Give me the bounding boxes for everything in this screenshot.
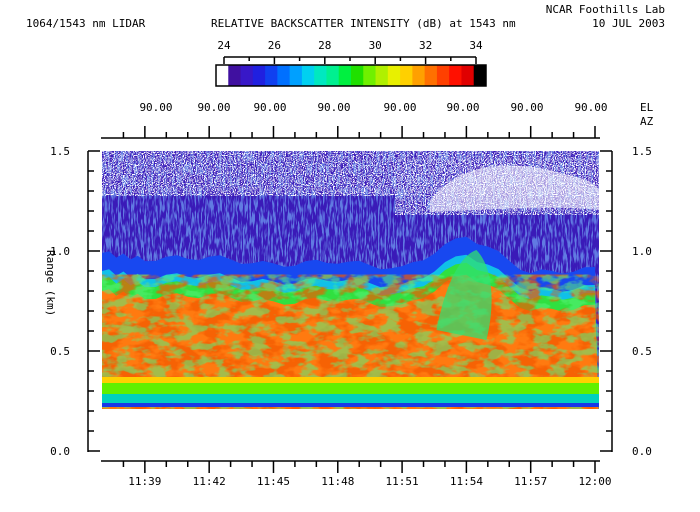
colorbar-frame <box>215 64 487 87</box>
colorbar-swatch <box>473 65 487 86</box>
colorbar-swatch <box>400 65 413 86</box>
x-tick-label: 12:00 <box>578 475 611 488</box>
instrument-label: 1064/1543 nm LIDAR <box>26 17 146 30</box>
no-data <box>102 409 599 411</box>
x-tick-label: 11:57 <box>514 475 547 488</box>
angle-label: 90.00 <box>446 101 479 114</box>
x-tick-label: 11:54 <box>450 475 483 488</box>
colorbar-tick-label: 32 <box>419 39 432 52</box>
cyan-band <box>102 394 599 403</box>
surface-band <box>102 403 599 407</box>
colorbar-swatch <box>314 65 327 86</box>
colorbar-swatch <box>289 65 303 86</box>
x-tick-label: 11:51 <box>386 475 419 488</box>
y-label-text: Range (km) <box>44 250 57 316</box>
y-tick-label-right: 1.0 <box>632 245 652 258</box>
y-tick-label-right: 0.0 <box>632 445 652 458</box>
colorbar-tick-label: 34 <box>469 39 483 52</box>
colorbar-swatch <box>277 65 291 86</box>
angle-label: 90.00 <box>383 101 416 114</box>
colorbar-tick-label: 28 <box>318 39 331 52</box>
x-tick-label: 11:42 <box>193 475 226 488</box>
colorbar-tick-label: 24 <box>217 39 231 52</box>
colorbar-swatch <box>326 65 340 86</box>
date-label: 10 JUL 2003 <box>592 17 665 30</box>
y-tick-label-left: 0.5 <box>50 345 70 358</box>
x-tick-label: 11:48 <box>321 475 354 488</box>
y-tick-label-left: 1.0 <box>50 245 70 258</box>
colorbar-swatch <box>449 65 462 86</box>
chart-title: RELATIVE BACKSCATTER INTENSITY (dB) at 1… <box>211 17 516 30</box>
colorbar-swatch <box>375 65 389 86</box>
colorbar-swatch <box>412 65 426 86</box>
angle-labels: 90.00 90.00 90.00 90.00 90.00 90.00 90.00 90.00 <box>139 101 607 114</box>
colorbar-swatch <box>301 65 315 86</box>
angle-label: 90.00 <box>510 101 543 114</box>
az-label: AZ <box>640 115 654 128</box>
colorbar-swatch <box>436 65 450 86</box>
colorbar-tick-label: 30 <box>369 39 382 52</box>
colorbar-swatch <box>216 65 229 86</box>
y-tick-label-left: 1.5 <box>50 145 70 158</box>
axes <box>87 126 613 473</box>
y-label-group: Range (km) <box>44 250 57 316</box>
colorbar-swatch <box>265 65 278 86</box>
upper-noise-patch-fill <box>430 165 599 212</box>
x-tick-label: 11:45 <box>257 475 290 488</box>
colorbar-swatch <box>228 65 242 86</box>
angle-label: 90.00 <box>253 101 286 114</box>
colorbar-tick-label: 26 <box>268 39 281 52</box>
x-tick-label: 11:39 <box>128 475 161 488</box>
green-band <box>102 383 599 394</box>
colorbar: 24 26 28 30 32 34 <box>215 39 487 87</box>
colorbar-swatch <box>252 65 266 86</box>
y-tick-label-right: 0.5 <box>632 345 652 358</box>
tick-labels: 0.0 0.0 0.5 0.5 1.0 1.0 1.5 1.5 11:39 11:42 11:45 1… <box>50 145 652 488</box>
el-label: EL <box>640 101 654 114</box>
lab-label: NCAR Foothills Lab <box>546 3 665 16</box>
colorbar-swatch <box>363 65 377 86</box>
colorbar-swatch <box>461 65 475 86</box>
plot-area <box>102 151 599 411</box>
y-axis-label: Range (km) <box>44 250 57 316</box>
angle-label: 90.00 <box>317 101 350 114</box>
plume <box>436 250 492 340</box>
y-tick-label-right: 1.5 <box>632 145 652 158</box>
colorbar-swatch <box>387 65 401 86</box>
colorbar-swatch <box>424 65 438 86</box>
colorbar-swatch <box>240 65 254 86</box>
angle-label: 90.00 <box>139 101 172 114</box>
colorbar-swatch <box>338 65 352 86</box>
yellow-band <box>102 377 599 383</box>
angle-label: 90.00 <box>197 101 230 114</box>
angle-label: 90.00 <box>574 101 607 114</box>
colorbar-swatch <box>351 65 364 86</box>
y-tick-label-left: 0.0 <box>50 445 70 458</box>
